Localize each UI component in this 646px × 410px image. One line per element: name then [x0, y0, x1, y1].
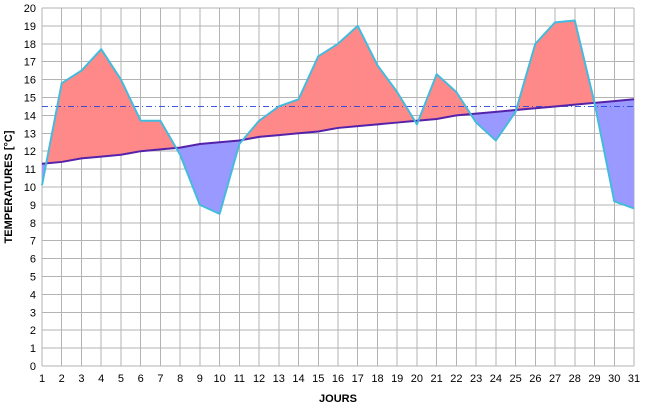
normal-temperature-line [41, 98, 635, 165]
y-tick-label: 6 [30, 254, 36, 266]
x-tick-label: 21 [431, 373, 443, 385]
x-tick-label: 3 [78, 373, 84, 385]
x-tick-label: 25 [509, 373, 521, 385]
y-tick-label: 2 [30, 325, 36, 337]
area-above-normal [338, 25, 358, 128]
x-tick-label: 23 [470, 373, 482, 385]
y-axis-title: TEMPERATURES [°C] [3, 130, 15, 243]
x-tick-label: 17 [352, 373, 364, 385]
x-tick-label: 9 [197, 373, 203, 385]
x-tick-label: 15 [312, 373, 324, 385]
x-tick-label: 12 [253, 373, 265, 385]
y-tick-label: 5 [30, 272, 36, 284]
y-tick-label: 13 [24, 128, 36, 140]
area-above-normal [318, 43, 338, 132]
y-tick-label: 1 [30, 343, 36, 355]
x-tick-label: 2 [59, 373, 65, 385]
x-tick-label: 19 [391, 373, 403, 385]
y-tick-label: 17 [24, 57, 36, 69]
x-tick-label: 14 [292, 373, 304, 385]
y-tick-label: 18 [24, 39, 36, 51]
y-tick-label: 11 [25, 164, 36, 176]
area-above-normal [140, 120, 161, 152]
x-tick-label: 30 [608, 373, 620, 385]
y-tick-label: 9 [30, 200, 36, 212]
x-tick-label: 4 [98, 373, 104, 385]
x-tick-label: 8 [177, 373, 183, 385]
area-above-normal [357, 25, 378, 127]
area-above-normal [535, 22, 556, 109]
x-tick-label: 11 [234, 373, 245, 385]
x-tick-label: 26 [529, 373, 541, 385]
temperature-line [41, 19, 635, 215]
y-tick-label: 0 [30, 361, 36, 373]
area-above-normal [101, 49, 121, 157]
x-tick-label: 7 [157, 373, 163, 385]
y-tick-label: 7 [30, 236, 36, 248]
area-below-normal [476, 111, 496, 141]
x-tick-label: 20 [411, 373, 423, 385]
y-tick-label: 10 [24, 182, 36, 194]
x-tick-label: 6 [138, 373, 144, 385]
area-above-normal [436, 74, 457, 119]
area-above-normal [278, 99, 299, 136]
y-tick-label: 19 [24, 21, 36, 33]
area-above-normal [555, 20, 575, 107]
y-tick-label: 4 [30, 289, 36, 301]
x-axis-title: JOURS [319, 393, 357, 405]
y-tick-label: 12 [24, 146, 36, 158]
x-tick-label: 13 [273, 373, 285, 385]
area-above-normal [259, 106, 279, 137]
x-tick-label: 29 [588, 373, 600, 385]
area-above-normal [81, 49, 102, 159]
area-below-normal [199, 142, 220, 214]
y-tick-label: 15 [24, 93, 36, 105]
x-tick-label: 22 [450, 373, 462, 385]
y-tick-label: 8 [30, 218, 36, 230]
x-tick-label: 5 [118, 373, 124, 385]
y-tick-label: 3 [30, 307, 36, 319]
y-tick-label: 14 [24, 110, 36, 122]
y-tick-label: 16 [24, 75, 36, 87]
y-tick-label: 20 [24, 3, 36, 15]
area-above-normal [61, 70, 82, 162]
x-tick-label: 28 [569, 373, 581, 385]
x-tick-label: 16 [332, 373, 344, 385]
x-tick-label: 24 [490, 373, 502, 385]
area-above-normal [120, 79, 141, 155]
area-above-normal [298, 56, 319, 134]
x-tick-label: 31 [628, 373, 640, 385]
area-below-normal [614, 99, 634, 209]
x-tick-label: 18 [371, 373, 383, 385]
x-tick-label: 1 [39, 373, 45, 385]
area-above-normal [377, 65, 398, 125]
x-tick-label: 10 [213, 373, 225, 385]
x-tick-label: 27 [549, 373, 561, 385]
series-lines [41, 19, 635, 215]
